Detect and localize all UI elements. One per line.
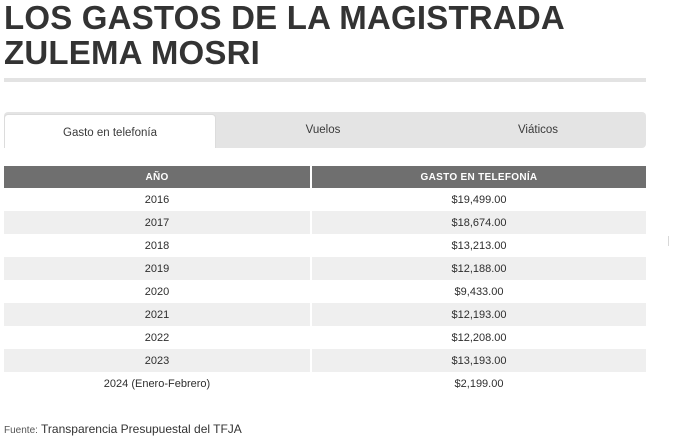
amount-cell: $12,193.00 (312, 303, 646, 326)
expenses-table: AÑO GASTO EN TELEFONÍA 2016 $19,499.00 2… (4, 166, 646, 395)
source-note: Fuente: Transparencia Presupuestal del T… (4, 422, 242, 436)
table-row: 2019 $12,188.00 (4, 257, 646, 280)
year-cell: 2018 (144, 239, 170, 252)
year-cell: 2021 (4, 303, 310, 326)
table-row: 2023 $13,193.00 (4, 349, 646, 372)
table-row: 2022 $12,208.00 (4, 326, 646, 349)
amount-cell: $13,193.00 (312, 349, 646, 372)
year-cell: 2022 (144, 331, 170, 344)
page-title-line-1: LOS GASTOS DE LA MAGISTRADA (4, 0, 565, 36)
year-cell: 2016 (144, 193, 170, 206)
table-row: 2016 $19,499.00 (4, 188, 646, 211)
amount-cell: $18,674.00 (312, 211, 646, 234)
table-row: 2017 $18,674.00 (4, 211, 646, 234)
tab-gasto-en-telefonia[interactable]: Gasto en telefonía (4, 114, 216, 148)
tab-vuelos[interactable]: Vuelos (305, 124, 341, 136)
year-cell: 2023 (4, 349, 310, 372)
table-row: 2021 $12,193.00 (4, 303, 646, 326)
year-cell: 2024 (Enero-Febrero) (103, 377, 211, 390)
source-label: Fuente: (4, 425, 38, 436)
title-divider (4, 78, 646, 82)
table-header: AÑO GASTO EN TELEFONÍA (4, 166, 646, 188)
year-cell: 2019 (4, 257, 310, 280)
amount-cell: $9,433.00 (454, 285, 504, 298)
year-cell: 2017 (4, 211, 310, 234)
page-title: LOS GASTOS DE LA MAGISTRADA ZULEMA MOSRI (4, 0, 654, 70)
amount-cell: $19,499.00 (451, 193, 507, 206)
page-title-line-2: ZULEMA MOSRI (4, 34, 260, 71)
amount-cell: $2,199.00 (454, 377, 504, 390)
source-text: Transparencia Presupuestal del TFJA (41, 422, 242, 436)
column-header-year: AÑO (4, 166, 310, 188)
table-row: 2020 $9,433.00 (4, 280, 646, 303)
tab-viaticos[interactable]: Viáticos (517, 124, 559, 136)
amount-cell: $13,213.00 (451, 239, 507, 252)
tab-bar: Gasto en telefonía Vuelos Viáticos (4, 112, 646, 148)
table-row: 2018 $13,213.00 (4, 234, 646, 257)
column-header-phone-expense: GASTO EN TELEFONÍA (312, 166, 646, 188)
table-row: 2024 (Enero-Febrero) $2,199.00 (4, 372, 646, 395)
year-cell: 2020 (144, 285, 170, 298)
amount-cell: $12,208.00 (451, 331, 507, 344)
amount-cell: $12,188.00 (312, 257, 646, 280)
scrollbar-hint (668, 236, 669, 246)
